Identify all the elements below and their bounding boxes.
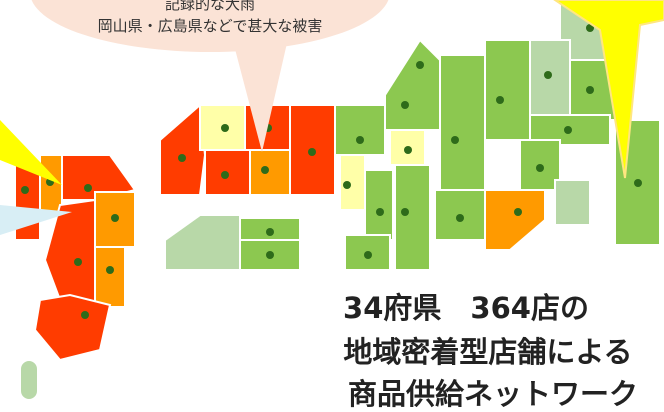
headline-line: 34府県 364店の xyxy=(343,291,589,325)
store-dots xyxy=(21,24,642,319)
headline-line: 地域密着型店舗による xyxy=(343,335,632,369)
headline: 34府県 364店の 地域密着型店舗による 商品供給ネットワーク xyxy=(343,291,638,411)
callout-line: 記録的な大雨 xyxy=(165,0,255,13)
callout-line: 岡山県・広島県などで甚大な被害 xyxy=(98,17,323,35)
alert-rays xyxy=(0,0,664,235)
headline-line: 商品供給ネットワーク xyxy=(348,377,638,411)
callout: 記録的な大雨 岡山県・広島県などで甚大な被害 xyxy=(31,0,389,152)
